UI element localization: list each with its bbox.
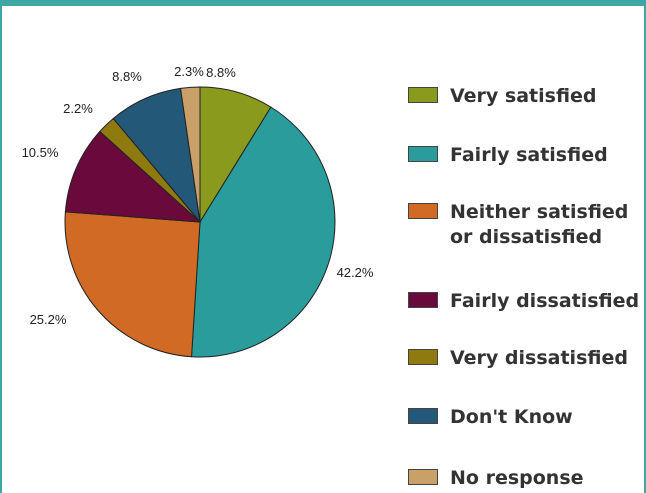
legend-item-don-t-know: Don't Know	[408, 405, 646, 430]
value-label-neither-satisfied-or-dissatisfied: 25.2%	[30, 312, 67, 327]
pie-slices	[64, 86, 336, 358]
legend-swatch	[408, 292, 438, 308]
pie-value-labels: 8.8%42.2%25.2%10.5%2.2%8.8% 2.3%	[22, 64, 374, 327]
legend-label: Fairly satisfied	[450, 144, 608, 166]
value-label-fairly-dissatisfied: 10.5%	[22, 145, 59, 160]
legend-label: Don't Know	[450, 406, 573, 428]
legend-label: Neither satisfied or dissatisfied	[450, 201, 629, 248]
value-label-don-t-know: 8.8%	[112, 69, 142, 84]
legend-swatch	[408, 408, 438, 424]
legend-swatch	[408, 469, 438, 485]
legend-swatch	[408, 87, 438, 103]
legend-item-fairly-dissatisfied: Fairly dissatisfied	[408, 289, 646, 314]
legend-label: Very satisfied	[450, 85, 597, 107]
pie-slice-fairly-satisfied	[190, 106, 336, 358]
pie-slice-no-response	[179, 86, 201, 223]
legend-item-neither-satisfied-or-dissatisfied: Neither satisfied or dissatisfied	[408, 200, 646, 250]
legend-swatch	[408, 203, 438, 219]
value-label-very-satisfied: 8.8%	[206, 65, 236, 80]
legend-swatch	[408, 146, 438, 162]
legend-item-fairly-satisfied: Fairly satisfied	[408, 143, 646, 168]
value-label-very-dissatisfied: 2.2%	[63, 101, 93, 116]
pie-slice-neither-satisfied-or-dissatisfied	[64, 211, 201, 358]
value-label-no-response: 2.3%	[174, 64, 204, 79]
legend-swatch	[408, 349, 438, 365]
legend-label: Fairly dissatisfied	[450, 290, 640, 312]
pie-chart: 8.8%42.2%25.2%10.5%2.2%8.8% 2.3%	[22, 64, 374, 358]
legend-label: No response	[450, 467, 584, 489]
legend-label: Very dissatisfied	[450, 347, 628, 369]
pie-slice-fairly-dissatisfied	[64, 130, 202, 223]
value-label-fairly-satisfied: 42.2%	[337, 265, 374, 280]
legend-item-very-satisfied: Very satisfied	[408, 84, 646, 109]
legend-item-no-response: No response	[408, 466, 646, 491]
legend-item-very-dissatisfied: Very dissatisfied	[408, 346, 646, 371]
